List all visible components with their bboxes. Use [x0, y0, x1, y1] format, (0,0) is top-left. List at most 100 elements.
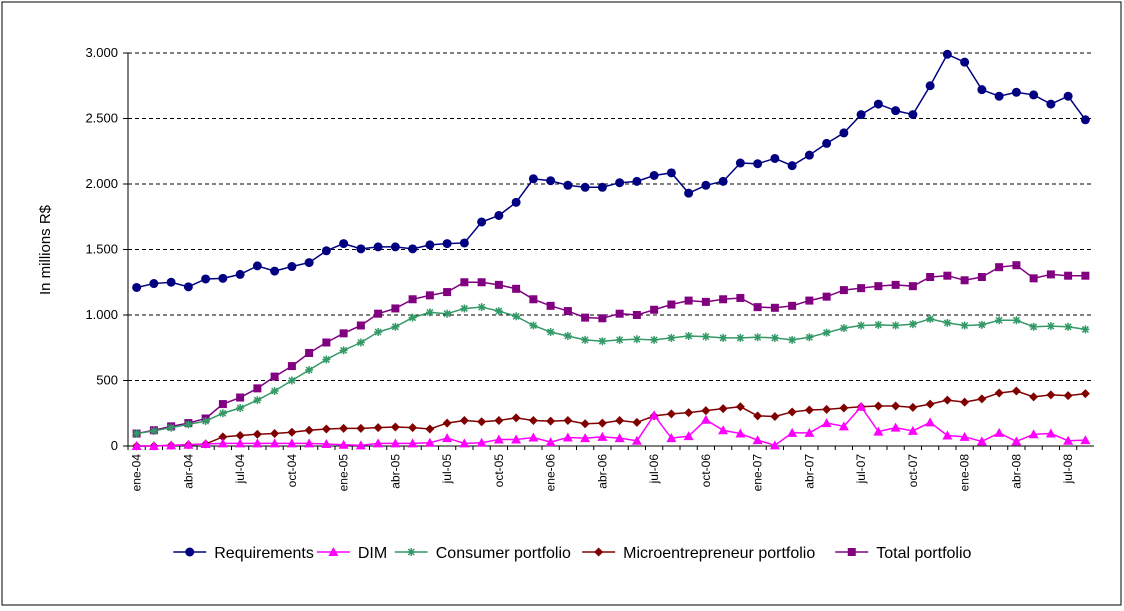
marker — [874, 282, 883, 291]
marker — [511, 413, 521, 423]
marker — [735, 158, 745, 168]
marker — [374, 309, 383, 318]
marker — [218, 400, 227, 409]
x-tick-label: ene-04 — [130, 454, 144, 492]
marker — [321, 246, 331, 256]
marker — [1064, 271, 1073, 280]
marker — [477, 278, 486, 287]
marker — [339, 239, 349, 249]
marker — [752, 435, 763, 445]
marker — [856, 401, 867, 411]
marker — [632, 335, 641, 344]
marker — [787, 427, 798, 437]
marker — [270, 266, 280, 276]
marker — [597, 418, 607, 428]
marker — [304, 258, 314, 268]
marker — [926, 273, 935, 282]
marker — [321, 424, 331, 434]
marker — [925, 417, 936, 427]
marker — [615, 415, 625, 425]
marker — [356, 244, 366, 254]
marker — [442, 433, 453, 443]
marker — [218, 273, 228, 283]
marker — [442, 239, 452, 249]
marker — [753, 411, 763, 421]
marker — [511, 434, 522, 444]
marker — [822, 138, 832, 148]
marker — [667, 300, 676, 309]
marker — [270, 386, 279, 395]
marker — [339, 329, 348, 338]
marker — [976, 436, 987, 446]
marker — [736, 293, 745, 302]
marker — [701, 332, 710, 341]
marker — [356, 338, 365, 347]
marker — [460, 278, 469, 287]
marker — [839, 128, 849, 138]
marker — [1029, 392, 1039, 402]
marker — [373, 242, 383, 252]
marker — [594, 547, 604, 557]
marker — [356, 321, 365, 330]
marker — [1080, 435, 1091, 445]
marker — [649, 410, 660, 420]
marker — [512, 284, 521, 293]
marker — [235, 438, 246, 448]
marker — [597, 182, 607, 192]
marker — [839, 324, 848, 333]
marker — [822, 404, 832, 414]
marker — [995, 263, 1004, 272]
marker — [529, 295, 538, 304]
marker — [407, 548, 416, 556]
marker — [218, 409, 227, 418]
marker — [943, 271, 952, 280]
marker — [632, 311, 641, 319]
marker — [304, 438, 315, 448]
marker — [494, 280, 503, 289]
marker — [1011, 87, 1021, 97]
marker — [1081, 271, 1090, 280]
marker — [425, 240, 435, 250]
marker — [328, 547, 339, 556]
marker — [287, 362, 296, 371]
marker — [287, 262, 297, 272]
marker — [753, 159, 763, 169]
marker — [857, 284, 866, 293]
marker — [857, 321, 866, 330]
marker — [994, 91, 1004, 101]
marker — [615, 309, 624, 318]
marker — [787, 407, 797, 417]
marker — [149, 426, 158, 435]
marker — [443, 309, 452, 318]
marker — [908, 402, 918, 412]
marker — [339, 346, 348, 355]
marker — [442, 418, 452, 428]
marker — [167, 423, 176, 432]
marker — [960, 276, 969, 285]
marker — [891, 321, 900, 330]
y-tick-label: 500 — [96, 373, 118, 388]
marker — [476, 437, 487, 447]
marker — [528, 432, 539, 442]
x-tick-label: ene-08 — [958, 454, 972, 492]
marker — [908, 110, 918, 120]
marker — [1046, 322, 1055, 331]
marker — [269, 438, 280, 448]
marker — [960, 397, 970, 407]
marker — [494, 415, 504, 425]
marker — [321, 439, 332, 449]
x-tick-label: jul-08 — [1061, 454, 1075, 485]
marker — [391, 304, 400, 313]
marker — [200, 439, 211, 449]
marker — [270, 372, 279, 381]
marker — [942, 395, 952, 405]
marker — [718, 176, 728, 186]
marker — [631, 435, 642, 445]
marker — [873, 401, 883, 411]
marker — [839, 403, 849, 413]
marker — [529, 321, 538, 330]
marker — [649, 170, 659, 180]
marker — [753, 333, 762, 342]
y-tick-label: 0 — [111, 438, 118, 453]
